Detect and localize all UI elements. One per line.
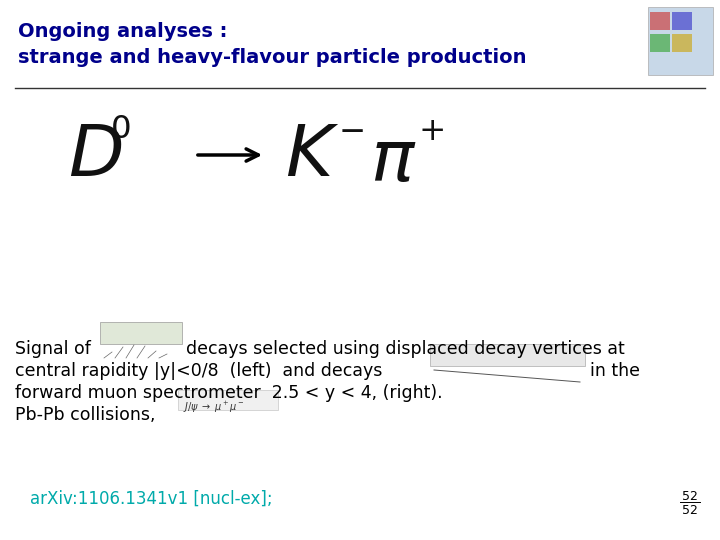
Text: $-$: $-$ [338,114,364,145]
Text: $J/\psi \;\rightarrow\; \mu^+\mu^-$: $J/\psi \;\rightarrow\; \mu^+\mu^-$ [183,400,245,415]
Bar [672,12,692,30]
Text: Signal of: Signal of [15,340,91,358]
Text: $D$: $D$ [68,119,122,191]
Text: $K$: $K$ [285,119,339,191]
Text: $+$: $+$ [418,117,444,147]
FancyBboxPatch shape [178,390,278,410]
Text: central rapidity |y|<0/8  (left)  and decays: central rapidity |y|<0/8 (left) and deca… [15,362,382,380]
Text: 52: 52 [682,490,698,503]
FancyBboxPatch shape [430,344,585,366]
Text: $\pi$: $\pi$ [370,125,416,195]
Text: 52: 52 [682,504,698,517]
Bar [650,34,670,52]
Text: in the: in the [590,362,640,380]
Text: strange and heavy-flavour particle production: strange and heavy-flavour particle produ… [18,48,526,67]
Text: Pb-Pb collisions,: Pb-Pb collisions, [15,406,156,424]
Text: decays selected using displaced decay vertices at: decays selected using displaced decay ve… [186,340,625,358]
Text: forward muon spectrometer  2.5 < y < 4, (right).: forward muon spectrometer 2.5 < y < 4, (… [15,384,443,402]
Text: $0$: $0$ [110,114,130,145]
Bar [650,12,670,30]
Bar [672,34,692,52]
FancyBboxPatch shape [100,322,182,344]
Text: Ongoing analyses :: Ongoing analyses : [18,22,228,41]
Text: arXiv:1106.1341v1 [nucl-ex];: arXiv:1106.1341v1 [nucl-ex]; [30,490,273,508]
FancyBboxPatch shape [648,7,713,75]
